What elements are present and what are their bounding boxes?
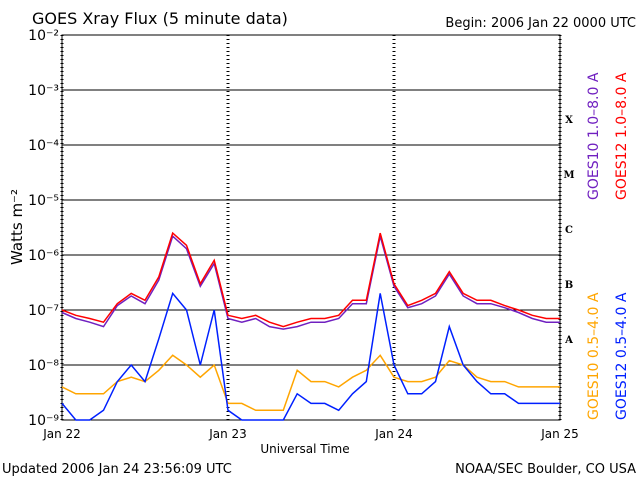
flare-class-label: C <box>565 225 573 236</box>
y-tick-label: 10⁻⁹ <box>28 413 59 429</box>
y-tick-label: 10⁻⁶ <box>28 248 59 264</box>
x-tick-label: Jan 24 <box>374 427 413 441</box>
y-tick-label: 10⁻⁴ <box>28 138 59 154</box>
flare-class-label: B <box>565 280 573 291</box>
x-tick-label: Jan 22 <box>42 427 81 441</box>
y-tick-label: 10⁻³ <box>28 83 59 99</box>
legend-label: GOES10 0.5–4.0 A <box>586 292 602 420</box>
x-tick-label: Jan 23 <box>208 427 247 441</box>
flare-class-label: M <box>563 170 574 181</box>
footer-right: NOAA/SEC Boulder, CO USA <box>455 462 636 477</box>
plot-frame <box>61 34 561 421</box>
legend-label: GOES10 1.0–8.0 A <box>586 72 602 200</box>
y-tick-label: 10⁻⁷ <box>28 303 59 319</box>
footer-left: Updated 2006 Jan 24 23:56:09 UTC <box>2 462 232 477</box>
series-line <box>61 291 560 421</box>
series-line <box>61 234 560 330</box>
legend-label: GOES12 1.0–8.0 A <box>614 72 630 200</box>
flare-class-label: A <box>564 335 573 346</box>
flare-class-label: X <box>565 115 573 126</box>
begin-label: Begin: 2006 Jan 22 0000 UTC <box>445 16 636 31</box>
y-tick-label: 10⁻⁸ <box>28 358 59 374</box>
series-line <box>61 231 560 328</box>
x-axis-label: Universal Time <box>260 442 349 456</box>
y-axis-label: Watts m⁻² <box>8 189 26 265</box>
y-tick-label: 10⁻⁵ <box>28 193 59 209</box>
legend-label: GOES12 0.5–4.0 A <box>614 292 630 420</box>
y-tick-label: 10⁻² <box>28 28 59 44</box>
series-line <box>61 354 560 412</box>
chart-title: GOES Xray Flux (5 minute data) <box>32 9 288 28</box>
x-tick-label: Jan 25 <box>540 427 579 441</box>
